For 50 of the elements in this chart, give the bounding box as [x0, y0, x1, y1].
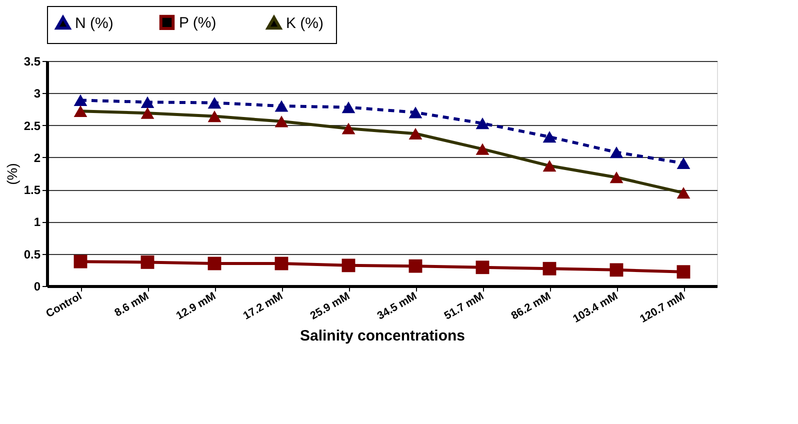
- point: [342, 101, 356, 114]
- y-tick-label: 0: [34, 280, 41, 294]
- point: [676, 157, 690, 170]
- point: [476, 143, 490, 155]
- point: [140, 256, 154, 269]
- point: [208, 256, 222, 270]
- x-tick-label: 86.2 mM: [509, 290, 553, 322]
- point: [476, 260, 490, 274]
- point: [274, 116, 288, 128]
- point: [542, 160, 556, 172]
- point: [342, 258, 356, 272]
- x-tick-label: 17.2 mM: [241, 290, 285, 322]
- point: [208, 110, 222, 122]
- point: [74, 254, 88, 268]
- y-tick-label: 2: [34, 150, 41, 165]
- y-tick-label: 3.5: [24, 54, 41, 68]
- legend-label: P (%): [179, 14, 216, 32]
- x-tick-label: 12.9 mM: [174, 290, 218, 322]
- point: [676, 265, 690, 279]
- point: [74, 105, 88, 117]
- point: [74, 94, 88, 106]
- point: [274, 256, 288, 270]
- point: [676, 186, 690, 199]
- x-tick-label: 8.6 mM: [112, 290, 151, 320]
- point: [140, 107, 154, 119]
- point: [408, 106, 422, 118]
- y-tick-label: 0.5: [24, 247, 41, 262]
- y-tick-label: 3: [34, 86, 41, 101]
- point: [542, 131, 556, 143]
- point: [610, 146, 624, 158]
- y-axis-title: (%): [4, 163, 20, 185]
- legend-label: N (%): [75, 14, 114, 32]
- y-tick-label: 2.5: [24, 118, 41, 133]
- x-tick-label: 34.5 mM: [375, 290, 419, 322]
- point: [408, 259, 422, 273]
- point: [542, 262, 556, 276]
- y-tick-label: 1.5: [24, 183, 41, 198]
- point: [342, 122, 356, 134]
- point: [610, 172, 624, 184]
- y-tick-label: 1: [34, 215, 41, 230]
- x-axis-title: Salinity concentrations: [300, 328, 466, 345]
- x-tick-label: 51.7 mM: [442, 290, 486, 322]
- point: [140, 96, 154, 108]
- x-tick-label: 25.9 mM: [308, 290, 352, 322]
- point: [208, 96, 222, 109]
- point: [408, 128, 422, 140]
- point: [476, 118, 490, 130]
- legend-label: K (%): [286, 14, 324, 32]
- point: [610, 263, 624, 277]
- point: [274, 100, 288, 112]
